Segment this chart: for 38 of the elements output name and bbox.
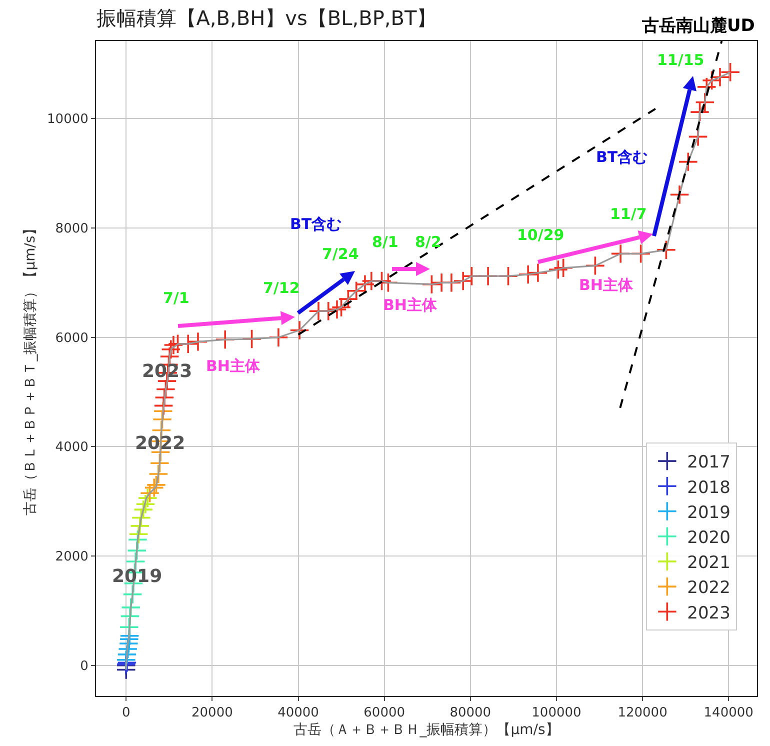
legend-label: 2023: [687, 603, 730, 624]
annotation: BH主体: [579, 276, 634, 294]
y-tick-label: 2000: [55, 550, 88, 565]
x-tick-label: 100000: [532, 706, 582, 721]
legend-label: 2020: [687, 528, 730, 548]
annotation: 10/29: [517, 226, 564, 244]
chart-subtitle: 古岳南山麓UD: [641, 16, 755, 36]
x-axis-title: 古岳（Ａ＋Ｂ＋ＢＨ_振幅積算）【μm/s】: [294, 722, 560, 738]
annotation: BH主体: [206, 357, 261, 375]
annotation: BT含む: [290, 215, 342, 233]
y-axis-title: 古岳（ＢＬ＋ＢＰ＋ＢＴ_振幅積算）【μm/s】: [22, 222, 39, 516]
annotation: 11/15: [657, 51, 704, 69]
y-tick-label: 8000: [55, 222, 88, 237]
annotation: BT含む: [596, 148, 648, 166]
x-tick-label: 120000: [618, 706, 668, 721]
y-tick-label: 6000: [55, 330, 88, 346]
annotation: 8/2: [415, 233, 442, 251]
x-tick-label: 140000: [704, 706, 754, 721]
legend-label: 2021: [687, 553, 730, 574]
x-tick-label: 0: [122, 706, 130, 721]
legend-label: 2022: [687, 578, 730, 598]
x-tick-label: 20000: [192, 706, 233, 721]
legend-label: 2017: [687, 452, 730, 473]
legend-label: 2019: [687, 502, 730, 523]
legend-label: 2018: [687, 478, 730, 498]
y-tick-label: 10000: [47, 112, 88, 128]
annotation: 7/1: [163, 289, 190, 307]
chart-title: 振幅積算【A,B,BH】vs【BL,BP,BT】: [96, 6, 437, 30]
annotation: 7/24: [322, 245, 359, 263]
annotation: 11/7: [610, 205, 647, 223]
y-tick-label: 4000: [55, 440, 88, 456]
annotation: BH主体: [383, 296, 438, 314]
y-tick-label: 0: [80, 658, 88, 674]
x-tick-label: 80000: [450, 706, 492, 721]
x-tick-label: 60000: [364, 706, 406, 721]
annotation: 8/1: [372, 233, 398, 251]
x-tick-label: 40000: [278, 706, 319, 721]
annotation: 7/12: [263, 279, 300, 297]
